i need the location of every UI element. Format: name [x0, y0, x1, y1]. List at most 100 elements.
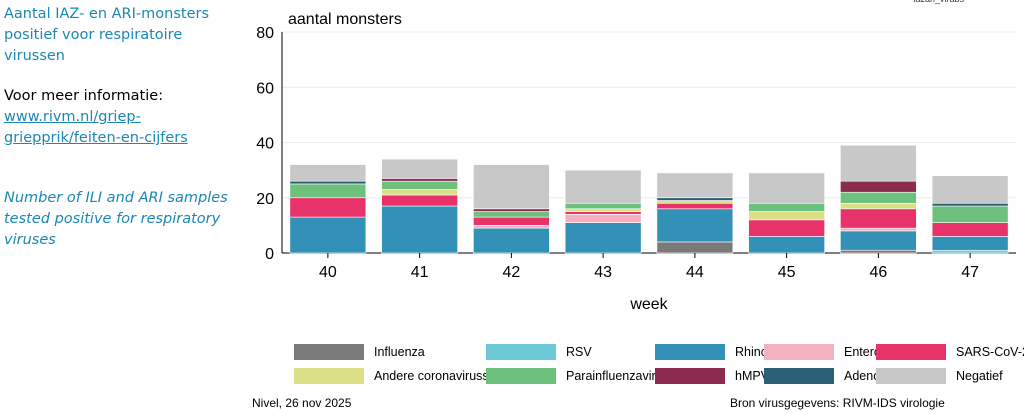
footer-source: Bron virusgegevens: RIVM-IDS virologie — [730, 396, 945, 410]
legend-swatch — [764, 368, 834, 384]
bar-segment-influenza — [656, 241, 734, 254]
bar-segment-sars-cov-2 — [931, 222, 1009, 237]
bar-segment-sars-cov-2 — [840, 208, 917, 229]
legend-swatch — [876, 368, 946, 384]
legend-swatch — [294, 344, 364, 360]
bar-segment-adeno — [931, 202, 1009, 207]
x-tick-label: 41 — [411, 264, 429, 281]
bar-segment-negatief — [931, 175, 1009, 204]
legend-label: SARS-CoV-2 — [956, 345, 1024, 359]
bar-segment-sars-cov-2 — [473, 216, 550, 226]
bar-segment-sars-cov-2 — [381, 194, 458, 207]
y-tick-label: 40 — [256, 136, 274, 153]
y-tick-label: 80 — [256, 25, 274, 42]
bar-segment-parainfluenzavirus — [473, 211, 550, 218]
legend-item: Parainfluenzavirus — [486, 368, 669, 384]
bar-segment-entero — [840, 227, 917, 232]
legend-swatch — [764, 344, 834, 360]
legend-item: RSV — [486, 344, 592, 360]
info-link[interactable]: www.rivm.nl/griep-griepprik/feiten-en-ci… — [4, 109, 188, 146]
source-code-label: lazari_virabs — [913, 0, 964, 4]
y-tick-label: 20 — [256, 191, 274, 208]
bar-segment-rhino — [473, 227, 550, 254]
legend-label: hMPV — [735, 369, 770, 383]
x-tick-label: 40 — [319, 264, 337, 281]
legend-label: Influenza — [374, 345, 425, 359]
legend-label: Entero — [844, 345, 881, 359]
x-tick-label: 43 — [594, 264, 612, 281]
bar-segment-hmpv — [381, 178, 458, 182]
x-tick-label: 45 — [778, 264, 796, 281]
bar-segment-hmpv — [473, 208, 550, 212]
bar-segment-negatief — [656, 172, 734, 199]
legend-item: Influenza — [294, 344, 425, 360]
legend-item: Adeno — [764, 368, 880, 384]
bar-segment-sars-cov-2 — [656, 202, 734, 210]
bar-segment-rhino — [289, 216, 367, 254]
legend-swatch — [294, 368, 364, 384]
x-tick-label: 44 — [686, 264, 704, 281]
bar-segment-andere-coronavirussen — [564, 208, 642, 212]
bar-segment-parainfluenzavirus — [840, 191, 917, 204]
bar-segment-negatief — [564, 169, 642, 204]
legend-swatch — [655, 368, 725, 384]
bar-segment-rhino — [931, 236, 1009, 251]
bar-segment-parainfluenzavirus — [289, 183, 367, 199]
bar-segment-negatief — [748, 172, 825, 204]
bar-segment-parainfluenzavirus — [931, 205, 1009, 223]
legend-item: Negatief — [876, 368, 1003, 384]
bar-segment-influenza — [840, 249, 917, 254]
legend-item: Andere coronavirussen — [294, 368, 503, 384]
bar-segment-negatief — [381, 158, 458, 179]
x-tick-label: 47 — [961, 264, 979, 281]
more-info-label: Voor meer informatie: — [4, 88, 164, 104]
sidebar-title: Aantal IAZ- en ARI-monsters positief voo… — [4, 6, 210, 64]
bar-segment-sars-cov-2 — [564, 211, 642, 215]
sidebar-english-title: Number of ILI and ARI samples tested pos… — [4, 190, 228, 248]
bar-segment-parainfluenzavirus — [381, 180, 458, 190]
bar-segment-hmpv — [840, 180, 917, 193]
x-tick-label: 42 — [502, 264, 520, 281]
bar-segment-andere-coronavirussen — [656, 200, 734, 204]
bar-segment-rsv — [931, 249, 1009, 254]
legend-label: Negatief — [956, 369, 1003, 383]
bar-segment-sars-cov-2 — [289, 197, 367, 218]
bar-segment-rhino — [656, 208, 734, 243]
bar-segment-rhino — [381, 205, 458, 254]
legend-swatch — [486, 344, 556, 360]
bar-segment-negatief — [840, 144, 917, 182]
bar-segment-rhino — [840, 230, 917, 251]
x-axis-label: week — [629, 296, 668, 313]
legend-label: Rhino — [735, 345, 768, 359]
legend-label: Adeno — [844, 369, 881, 383]
bar-segment-parainfluenzavirus — [748, 202, 825, 212]
legend-label: Parainfluenzavirus — [566, 369, 669, 383]
bar-segment-negatief — [289, 164, 367, 182]
y-tick-label: 0 — [265, 246, 274, 263]
y-tick-label: 60 — [256, 80, 274, 97]
bar-segment-rhino — [748, 236, 825, 254]
bar-segment-adeno — [656, 197, 734, 201]
legend-item: Rhino — [655, 344, 768, 360]
bar-segment-adeno — [289, 180, 367, 185]
bar-segment-negatief — [473, 164, 550, 210]
bar-segment-andere-coronavirussen — [381, 189, 458, 196]
legend-swatch — [486, 368, 556, 384]
legend-swatch — [876, 344, 946, 360]
legend-item: Entero — [764, 344, 881, 360]
legend-item: hMPV — [655, 368, 769, 384]
footer-date: Nivel, 26 nov 2025 — [252, 396, 352, 410]
bar-segment-entero — [564, 214, 642, 223]
legend-label: Andere coronavirussen — [374, 369, 503, 383]
bar-segment-entero — [473, 225, 550, 229]
bar-segment-andere-coronavirussen — [840, 202, 917, 210]
x-tick-label: 46 — [869, 264, 887, 281]
legend-item: SARS-CoV-2 — [876, 344, 1024, 360]
bar-segment-andere-coronavirussen — [748, 211, 825, 221]
bar-segment-parainfluenzavirus — [564, 202, 642, 210]
legend-swatch — [655, 344, 725, 360]
y-axis-label: aantal monsters — [288, 11, 402, 28]
legend-label: RSV — [566, 345, 592, 359]
bar-segment-rhino — [564, 222, 642, 254]
